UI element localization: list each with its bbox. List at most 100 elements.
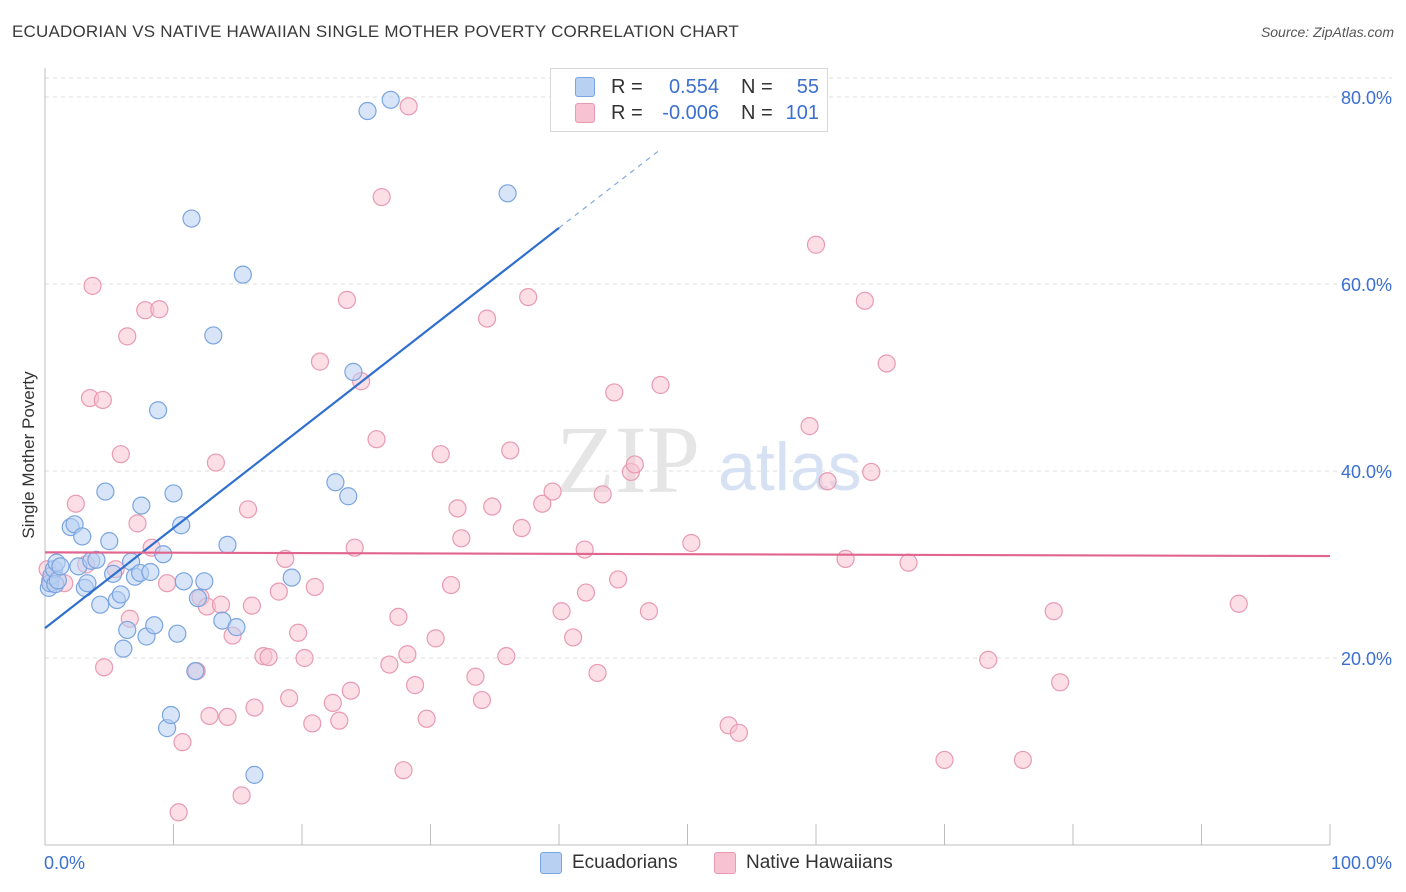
native-hawaiians-point-90 xyxy=(855,291,874,310)
ecuadorians-point-30 xyxy=(145,616,164,635)
ecuadorians-point-45 xyxy=(218,535,237,554)
native-hawaiians-point-100 xyxy=(399,97,418,116)
ecuadorians-trend-extension xyxy=(558,147,663,229)
axes xyxy=(44,68,1331,846)
native-hawaiians-point-16 xyxy=(150,300,169,319)
ecuadorians-point-55 xyxy=(498,184,517,203)
native-hawaiians-point-7 xyxy=(93,390,112,410)
native-hawaiians-trend-line xyxy=(44,551,1331,558)
ecuadorians-point-21 xyxy=(111,585,130,604)
native-hawaiians-point-98 xyxy=(1051,673,1070,692)
legend-item-native-hawaiians[interactable]: Native Hawaiians xyxy=(714,852,893,874)
native-hawaiians-point-17 xyxy=(157,574,177,593)
n-value: 101 xyxy=(785,101,819,124)
r-label: R = xyxy=(611,101,643,124)
chart-title: ECUADORIAN VS NATIVE HAWAIIAN SINGLE MOT… xyxy=(12,22,739,41)
native-hawaiians-point-85 xyxy=(729,723,749,742)
ecuadorians-point-54 xyxy=(381,90,400,109)
n-label: N = xyxy=(741,75,773,98)
ecuadorians-swatch xyxy=(575,77,595,97)
native-hawaiians-point-5 xyxy=(83,276,102,295)
native-hawaiians-point-78 xyxy=(609,570,628,589)
native-hawaiians-point-35 xyxy=(276,549,295,568)
tick-labels: 20.0% 40.0% 60.0% 80.0% 0.0% 100.0% xyxy=(44,88,1392,873)
ecuadorians-legend-label: Ecuadorians xyxy=(572,852,678,873)
native-hawaiians-point-13 xyxy=(128,514,147,533)
ecuadorians-point-41 xyxy=(188,589,208,608)
native-hawaiians-point-43 xyxy=(330,711,349,730)
chart-source: Source: ZipAtlas.com xyxy=(1260,24,1394,40)
r-value: -0.006 xyxy=(662,101,719,124)
native-hawaiians-point-91 xyxy=(862,462,881,482)
ecuadorians-trend-line xyxy=(44,227,560,629)
ecuadorians-point-36 xyxy=(168,624,187,643)
native-hawaiians-point-80 xyxy=(625,455,644,474)
native-hawaiians-point-58 xyxy=(441,575,461,595)
native-hawaiians-point-97 xyxy=(1044,602,1063,621)
ecuadorians-point-34 xyxy=(161,705,181,725)
native-hawaiians-point-63 xyxy=(477,309,497,328)
native-hawaiians-point-87 xyxy=(806,235,826,254)
native-hawaiians-point-83 xyxy=(682,533,701,553)
ecuadorians-point-17 xyxy=(96,482,115,501)
native-hawaiians-point-34 xyxy=(269,582,288,601)
native-hawaiians-point-30 xyxy=(242,596,261,615)
ecuadorians-point-47 xyxy=(233,265,252,284)
ecuadorians-point-42 xyxy=(195,572,214,591)
legend-row-native-hawaiians: R = -0.006 N = 101 xyxy=(575,101,819,125)
ecuadorians-point-18 xyxy=(100,532,119,551)
native-hawaiians-point-55 xyxy=(417,709,436,728)
native-hawaiians-swatch xyxy=(575,103,595,123)
native-hawaiians-point-76 xyxy=(593,485,612,504)
ecuadorians-point-49 xyxy=(282,568,301,587)
ecuadorians-point-16 xyxy=(91,595,110,614)
native-hawaiians-point-41 xyxy=(310,352,330,371)
native-hawaiians-point-68 xyxy=(519,287,538,307)
native-hawaiians-point-70 xyxy=(543,482,562,501)
y-tick-label-80: 80.0% xyxy=(1341,88,1392,108)
native-hawaiians-point-95 xyxy=(979,650,998,669)
ecuadorians-point-27 xyxy=(132,496,151,515)
ecuadorians-point-37 xyxy=(172,516,191,535)
ecuadorians-point-38 xyxy=(174,572,193,591)
native-hawaiians-point-92 xyxy=(877,354,896,373)
x-tick-label-max: 100.0% xyxy=(1331,853,1392,873)
native-hawaiians-point-52 xyxy=(394,761,413,780)
ecuadorians-point-7 xyxy=(51,557,70,576)
x-tick-label-min: 0.0% xyxy=(44,853,85,873)
native-hawaiians-point-39 xyxy=(303,714,322,733)
native-hawaiians-point-61 xyxy=(466,667,485,686)
native-hawaiians-point-8 xyxy=(95,658,114,677)
ecuadorians-point-13 xyxy=(78,574,97,593)
ecuadorians-point-22 xyxy=(114,639,133,658)
native-hawaiians-point-62 xyxy=(472,690,491,710)
native-hawaiians-point-94 xyxy=(935,750,954,770)
ecuadorians-point-46 xyxy=(227,618,246,637)
native-hawaiians-point-49 xyxy=(372,187,391,207)
native-hawaiians-point-42 xyxy=(323,693,342,712)
native-hawaiians-point-50 xyxy=(380,655,399,674)
native-hawaiians-legend-swatch xyxy=(714,852,736,874)
legend-item-ecuadorians[interactable]: Ecuadorians xyxy=(540,852,678,874)
ecuadorians-point-29 xyxy=(141,562,160,582)
ecuadorians-point-48 xyxy=(245,765,264,784)
native-hawaiians-point-64 xyxy=(483,497,502,516)
ecuadorians-point-35 xyxy=(164,484,183,503)
native-hawaiians-point-57 xyxy=(431,445,450,464)
native-hawaiians-point-71 xyxy=(552,602,571,621)
native-hawaiians-point-40 xyxy=(305,577,324,597)
watermark-atlas: atlas xyxy=(718,429,862,505)
legend-row-ecuadorians: R = 0.554 N = 55 xyxy=(575,75,819,99)
native-hawaiians-point-53 xyxy=(398,645,417,664)
native-hawaiians-point-23 xyxy=(200,706,219,726)
y-tick-label-60: 60.0% xyxy=(1341,275,1392,295)
native-hawaiians-point-96 xyxy=(1013,750,1032,770)
native-hawaiians-point-77 xyxy=(605,383,624,402)
correlation-legend: R = 0.554 N = 55 R = -0.006 N = 101 xyxy=(550,68,828,132)
native-hawaiians-point-24 xyxy=(206,453,226,472)
native-hawaiians-point-26 xyxy=(218,707,237,727)
native-hawaiians-point-56 xyxy=(426,629,445,648)
native-hawaiians-point-74 xyxy=(576,583,596,602)
native-hawaiians-point-31 xyxy=(245,698,264,717)
